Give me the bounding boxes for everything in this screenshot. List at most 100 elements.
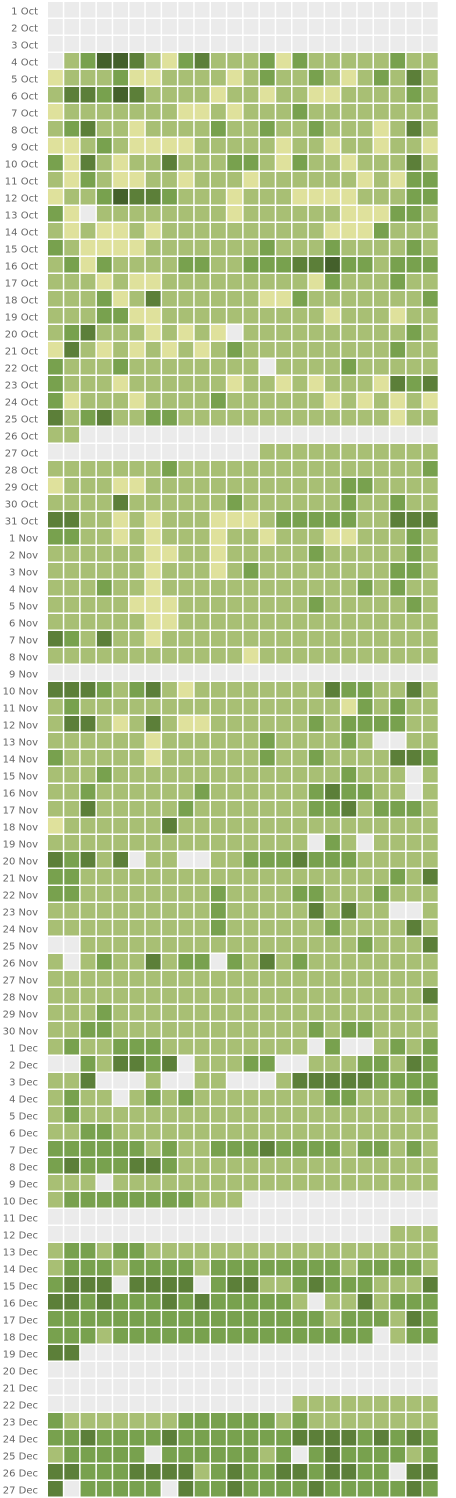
- heatmap-cell: [357, 1226, 373, 1242]
- heatmap-cell: [113, 19, 128, 35]
- heatmap-cell: [325, 87, 340, 103]
- heatmap-cell: [211, 682, 226, 698]
- heatmap-cell: [211, 614, 226, 630]
- heatmap-cell: [48, 1022, 63, 1038]
- heatmap-cell: [422, 19, 438, 35]
- heatmap-cell: [308, 257, 324, 273]
- heatmap-cell: [292, 308, 308, 324]
- heatmap-cell: [259, 852, 275, 868]
- heatmap-cell: [406, 1005, 422, 1021]
- heatmap-cell: [227, 1311, 243, 1327]
- heatmap-cell: [374, 495, 389, 511]
- heatmap-cell: [374, 206, 389, 222]
- heatmap-cell: [96, 614, 112, 630]
- heatmap-cell: [374, 36, 389, 52]
- heatmap-cell: [357, 920, 373, 936]
- heatmap-cell: [276, 971, 291, 987]
- heatmap-cell: [48, 1158, 63, 1174]
- heatmap-cell: [211, 104, 226, 120]
- heatmap-cell: [211, 1464, 226, 1480]
- heatmap-cell: [162, 886, 177, 902]
- day-label: 5 Dec: [9, 1112, 38, 1123]
- heatmap-cell: [162, 206, 177, 222]
- heatmap-cell: [308, 682, 324, 698]
- heatmap-cell: [178, 495, 194, 511]
- heatmap-cell: [48, 427, 63, 443]
- heatmap-cell: [341, 631, 357, 647]
- heatmap-cell: [357, 1260, 373, 1276]
- heatmap-cell: [308, 1294, 324, 1310]
- heatmap-cell: [64, 954, 80, 970]
- heatmap-cell: [162, 444, 177, 460]
- heatmap-cell: [276, 716, 291, 732]
- heatmap-cell: [194, 852, 210, 868]
- heatmap-cell: [422, 410, 438, 426]
- heatmap-cell: [308, 1362, 324, 1378]
- heatmap-cell: [162, 546, 177, 562]
- heatmap-cell: [341, 1226, 357, 1242]
- heatmap-cell: [227, 359, 243, 375]
- heatmap-cell: [243, 393, 259, 409]
- heatmap-cell: [357, 53, 373, 69]
- heatmap-cell: [276, 801, 291, 817]
- heatmap-cell: [292, 716, 308, 732]
- heatmap-cell: [357, 87, 373, 103]
- heatmap-cell: [308, 87, 324, 103]
- heatmap-cell: [308, 954, 324, 970]
- heatmap-cell: [374, 767, 389, 783]
- heatmap-cell: [113, 988, 128, 1004]
- heatmap-cell: [292, 682, 308, 698]
- heatmap-cell: [390, 1430, 406, 1446]
- heatmap-cell: [276, 410, 291, 426]
- heatmap-cell: [145, 1107, 161, 1123]
- heatmap-cell: [259, 1277, 275, 1293]
- heatmap-cell: [325, 53, 340, 69]
- heatmap-cell: [162, 240, 177, 256]
- heatmap-cell: [162, 971, 177, 987]
- heatmap-cell: [325, 1328, 340, 1344]
- heatmap-cell: [357, 1175, 373, 1191]
- heatmap-cell: [325, 733, 340, 749]
- heatmap-cell: [162, 36, 177, 52]
- heatmap-cell: [211, 733, 226, 749]
- heatmap-cell: [162, 750, 177, 766]
- heatmap-cell: [325, 1311, 340, 1327]
- heatmap-cell: [162, 87, 177, 103]
- heatmap-cell: [374, 733, 389, 749]
- heatmap-cell: [80, 342, 96, 358]
- heatmap-cell: [80, 1311, 96, 1327]
- day-label: 4 Dec: [9, 1095, 38, 1106]
- heatmap-cell: [145, 1073, 161, 1089]
- heatmap-cell: [162, 1158, 177, 1174]
- heatmap-cell: [374, 665, 389, 681]
- heatmap-cell: [259, 597, 275, 613]
- heatmap-cell: [374, 308, 389, 324]
- heatmap-cell: [194, 1005, 210, 1021]
- heatmap-cell: [96, 1396, 112, 1412]
- heatmap-cell: [194, 1022, 210, 1038]
- heatmap-cell: [178, 1379, 194, 1395]
- heatmap-cell: [145, 36, 161, 52]
- heatmap-cell: [178, 1328, 194, 1344]
- heatmap-cell: [276, 682, 291, 698]
- heatmap-cell: [113, 682, 128, 698]
- heatmap-cell: [374, 801, 389, 817]
- heatmap-cell: [308, 903, 324, 919]
- heatmap-cell: [145, 1379, 161, 1395]
- heatmap-cell: [259, 1056, 275, 1072]
- heatmap-cell: [129, 1175, 145, 1191]
- heatmap-cell: [390, 427, 406, 443]
- day-label: 18 Oct: [5, 296, 38, 307]
- heatmap-cell: [113, 563, 128, 579]
- heatmap-cell: [357, 104, 373, 120]
- heatmap-cell: [80, 393, 96, 409]
- heatmap-cell: [178, 1107, 194, 1123]
- heatmap-cell: [341, 1175, 357, 1191]
- heatmap-cell: [48, 1396, 63, 1412]
- heatmap-cell: [113, 512, 128, 528]
- heatmap-cell: [113, 104, 128, 120]
- heatmap-cell: [178, 1056, 194, 1072]
- heatmap-cell: [406, 1141, 422, 1157]
- heatmap-cell: [64, 70, 80, 86]
- heatmap-cell: [406, 410, 422, 426]
